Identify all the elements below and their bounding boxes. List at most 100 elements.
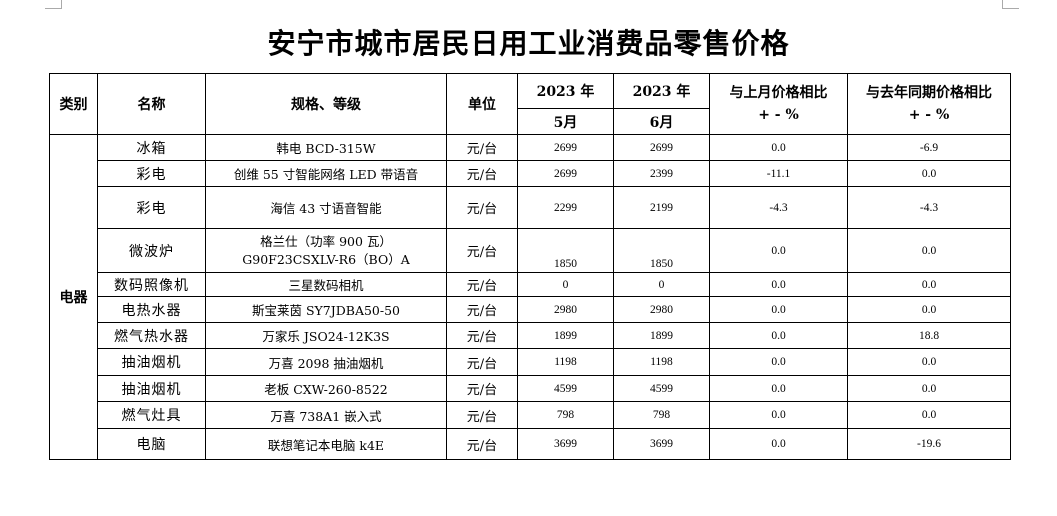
item-spec: 万喜 2098 抽油烟机 <box>205 348 447 376</box>
item-spec: 老板 CXW-260-8522 <box>205 375 447 402</box>
item-spec: 万喜 738A1 嵌入式 <box>205 401 447 429</box>
item-unit: 元/台 <box>446 186 518 229</box>
header-row-2: 5月 6月 <box>50 108 1011 135</box>
price-june: 2199 <box>613 186 710 229</box>
price-table: 类别 名称 规格、等级 单位 2023 年 2023 年 与上月价格相比 + -… <box>49 73 1011 460</box>
category-cell: 电器 <box>49 134 98 460</box>
change-mom: 0.0 <box>709 228 848 273</box>
change-yoy: 0.0 <box>847 375 1011 402</box>
change-yoy: 0.0 <box>847 272 1011 297</box>
table-row: 电脑 联想笔记本电脑 k4E 元/台 3699 3699 0.0 -19.6 <box>50 428 1011 460</box>
change-mom: 0.0 <box>709 401 848 429</box>
change-yoy: 0.0 <box>847 160 1011 187</box>
price-june: 1198 <box>613 348 710 376</box>
price-june: 2399 <box>613 160 710 187</box>
table-row: 彩电 海信 43 寸语音智能 元/台 2299 2199 -4.3 -4.3 <box>50 186 1011 229</box>
change-mom: 0.0 <box>709 134 848 161</box>
change-yoy: 0.0 <box>847 296 1011 323</box>
change-mom: 0.0 <box>709 322 848 349</box>
table-row: 燃气灶具 万喜 738A1 嵌入式 元/台 798 798 0.0 0.0 <box>50 401 1011 429</box>
price-june: 4599 <box>613 375 710 402</box>
change-mom: 0.0 <box>709 296 848 323</box>
change-yoy: 0.0 <box>847 348 1011 376</box>
item-spec: 格兰仕（功率 900 瓦） G90F23CSXLV-R6（BO）A <box>205 228 447 273</box>
header-year-june: 2023 年 <box>613 73 710 109</box>
item-spec: 韩电 BCD-315W <box>205 134 447 161</box>
change-yoy: 0.0 <box>847 228 1011 273</box>
table-row: 微波炉 格兰仕（功率 900 瓦） G90F23CSXLV-R6（BO）A 元/… <box>50 228 1011 273</box>
table-row: 抽油烟机 老板 CXW-260-8522 元/台 4599 4599 0.0 0… <box>50 375 1011 402</box>
item-name: 数码照像机 <box>97 272 206 297</box>
item-unit: 元/台 <box>446 160 518 187</box>
change-mom: -4.3 <box>709 186 848 229</box>
price-may: 2699 <box>517 160 614 187</box>
price-may: 2299 <box>517 186 614 229</box>
change-yoy: -6.9 <box>847 134 1011 161</box>
item-name: 抽油烟机 <box>97 375 206 402</box>
item-unit: 元/台 <box>446 322 518 349</box>
item-spec: 海信 43 寸语音智能 <box>205 186 447 229</box>
header-name: 名称 <box>97 73 206 135</box>
item-spec-line2: G90F23CSXLV-R6（BO）A <box>242 251 410 267</box>
price-may: 798 <box>517 401 614 429</box>
item-name: 电热水器 <box>97 296 206 323</box>
header-yoy: 与去年同期价格相比 + - % <box>847 73 1011 135</box>
item-spec: 斯宝莱茵 SY7JDBA50-50 <box>205 296 447 323</box>
item-name: 电脑 <box>97 428 206 460</box>
change-mom: 0.0 <box>709 428 848 460</box>
page-corner-mark-left <box>45 0 62 9</box>
price-june: 798 <box>613 401 710 429</box>
item-name: 燃气热水器 <box>97 322 206 349</box>
item-name: 燃气灶具 <box>97 401 206 429</box>
price-june: 2980 <box>613 296 710 323</box>
table-row: 数码照像机 三星数码相机 元/台 0 0 0.0 0.0 <box>50 272 1011 297</box>
item-name: 微波炉 <box>97 228 206 273</box>
header-mom-line1: 与上月价格相比 <box>729 85 828 101</box>
table-row: 电器 冰箱 韩电 BCD-315W 元/台 2699 2699 0.0 -6.9 <box>49 134 1011 460</box>
price-may: 1198 <box>517 348 614 376</box>
price-june: 1899 <box>613 322 710 349</box>
price-may: 3699 <box>517 428 614 460</box>
price-may: 4599 <box>517 375 614 402</box>
header-mom: 与上月价格相比 + - % <box>709 73 848 135</box>
document-title: 安宁市城市居民日用工业消费品零售价格 <box>267 27 790 60</box>
table-row: 抽油烟机 万喜 2098 抽油烟机 元/台 1198 1198 0.0 0.0 <box>50 348 1011 376</box>
change-yoy: 18.8 <box>847 322 1011 349</box>
header-year-may: 2023 年 <box>517 73 614 109</box>
item-name: 彩电 <box>97 186 206 229</box>
item-name: 抽油烟机 <box>97 348 206 376</box>
item-unit: 元/台 <box>446 428 518 460</box>
header-yoy-line1: 与去年同期价格相比 <box>866 85 992 101</box>
header-month-june: 6月 <box>613 108 710 135</box>
item-unit: 元/台 <box>446 134 518 161</box>
item-unit: 元/台 <box>446 348 518 376</box>
header-yoy-line2: + - % <box>908 107 950 123</box>
price-may: 1850 <box>517 228 614 273</box>
item-name: 彩电 <box>97 160 206 187</box>
change-yoy: -4.3 <box>847 186 1011 229</box>
table-row: 彩电 创维 55 寸智能网络 LED 带语音 元/台 2699 2399 -11… <box>50 160 1011 187</box>
change-mom: 0.0 <box>709 348 848 376</box>
price-may: 0 <box>517 272 614 297</box>
item-unit: 元/台 <box>446 228 518 273</box>
item-spec-line1: 格兰仕（功率 900 瓦） <box>260 233 392 249</box>
change-yoy: -19.6 <box>847 428 1011 460</box>
change-mom: 0.0 <box>709 272 848 297</box>
item-unit: 元/台 <box>446 272 518 297</box>
table-row: 燃气热水器 万家乐 JSO24-12K3S 元/台 1899 1899 0.0 … <box>50 322 1011 349</box>
header-category: 类别 <box>49 73 98 135</box>
price-june: 0 <box>613 272 710 297</box>
change-yoy: 0.0 <box>847 401 1011 429</box>
header-month-may: 5月 <box>517 108 614 135</box>
price-may: 2980 <box>517 296 614 323</box>
price-june: 2699 <box>613 134 710 161</box>
price-may: 1899 <box>517 322 614 349</box>
item-unit: 元/台 <box>446 375 518 402</box>
header-spec: 规格、等级 <box>205 73 447 135</box>
header-mom-line2: + - % <box>758 107 799 123</box>
table-row: 电热水器 斯宝莱茵 SY7JDBA50-50 元/台 2980 2980 0.0… <box>50 296 1011 323</box>
price-june: 3699 <box>613 428 710 460</box>
change-mom: -11.1 <box>709 160 848 187</box>
item-unit: 元/台 <box>446 401 518 429</box>
price-may: 2699 <box>517 134 614 161</box>
